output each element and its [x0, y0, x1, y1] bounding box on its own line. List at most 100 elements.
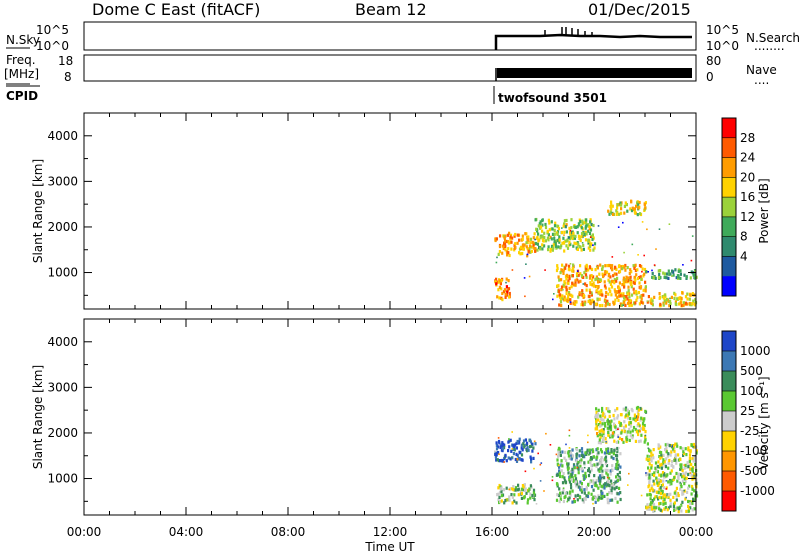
- velocity-cell: [653, 489, 656, 493]
- power-cell: [688, 301, 691, 306]
- power-cell: [556, 264, 559, 268]
- power-cell: [683, 273, 686, 277]
- velocity-cell: [693, 472, 696, 476]
- velocity-cell: [557, 454, 560, 458]
- velocity-cell: [517, 487, 520, 491]
- power-cell: [657, 276, 661, 280]
- velocity-cell: [644, 409, 647, 413]
- velocity-cell: [520, 446, 523, 450]
- power-cell: [578, 236, 581, 240]
- velocity-cell: [693, 489, 696, 493]
- power-cell: [569, 235, 572, 239]
- power-cell: [592, 281, 595, 285]
- velocity-cell: [603, 494, 606, 498]
- power-cell: [602, 274, 605, 279]
- power-cell: [684, 295, 688, 299]
- power-cell: [568, 226, 571, 230]
- power-speckle: [587, 242, 590, 245]
- velocity-cell: [595, 427, 599, 431]
- velocity-cell: [512, 485, 515, 489]
- power-cell: [638, 200, 641, 205]
- velocity-cell: [644, 438, 647, 442]
- date-label: 01/Dec/2015: [588, 0, 691, 19]
- power-cell: [563, 219, 566, 223]
- power-cell: [585, 288, 588, 292]
- power-cell: [589, 302, 592, 306]
- velocity-cell: [660, 455, 663, 459]
- velocity-cell: [607, 433, 610, 437]
- velocity-cell: [496, 458, 499, 462]
- power-cell: [547, 245, 550, 249]
- power-speckle: [655, 248, 657, 250]
- power-cell: [618, 294, 621, 298]
- power-cell: [567, 281, 570, 285]
- velocity-cell: [497, 459, 500, 463]
- power-speckle: [668, 223, 671, 225]
- power-cell: [618, 269, 622, 274]
- power-cell: [626, 301, 630, 305]
- power-cell: [553, 224, 557, 228]
- velocity-cell: [664, 443, 667, 447]
- velocity-cell: [690, 463, 693, 467]
- power-data: [494, 199, 698, 308]
- velocity-cell: [521, 448, 524, 452]
- velocity-cell: [618, 436, 621, 440]
- power-cell: [563, 298, 567, 302]
- velocity-cell: [609, 498, 612, 502]
- velocity-cell: [656, 481, 659, 485]
- velocity-cell: [581, 450, 584, 454]
- power-speckle: [682, 264, 684, 266]
- velocity-cell: [582, 500, 585, 504]
- velocity-cell: [620, 429, 623, 433]
- velocity-cell: [651, 484, 654, 488]
- velocity-cell: [613, 439, 616, 443]
- velocity-cell: [670, 469, 673, 473]
- power-cell: [501, 291, 504, 295]
- power-cell: [508, 253, 511, 258]
- power-cell: [610, 207, 613, 211]
- power-cell: [605, 300, 608, 304]
- power-cell: [557, 290, 561, 294]
- velocity-cell: [616, 450, 619, 454]
- cpid-label: CPID: [6, 89, 38, 103]
- velocity-cell: [679, 467, 682, 471]
- power-cell: [608, 302, 611, 307]
- velocity-cell: [653, 505, 656, 509]
- power-cell: [513, 248, 516, 252]
- power-cell: [528, 244, 532, 248]
- power-speckle: [524, 295, 526, 298]
- velocity-speckle: [551, 476, 554, 478]
- velocity-cell: [580, 488, 583, 492]
- power-speckle: [646, 300, 649, 302]
- velocity-cell: [589, 480, 592, 484]
- power-cell: [578, 223, 581, 227]
- velocity-cell: [614, 408, 617, 413]
- power-cell: [555, 246, 558, 250]
- power-cell: [595, 289, 598, 293]
- velocity-cell: [609, 428, 613, 432]
- power-cell: [635, 290, 638, 294]
- velocity-cell: [616, 478, 620, 483]
- power-cell: [589, 274, 592, 278]
- velocity-cell: [661, 471, 665, 475]
- velocity-cell: [640, 416, 643, 420]
- power-speckle: [651, 269, 653, 272]
- velocity-cell: [615, 440, 618, 444]
- velocity-cell: [653, 482, 656, 486]
- power-cell: [557, 227, 560, 231]
- velocity-cell: [600, 450, 603, 454]
- power-cell: [640, 264, 643, 269]
- velocity-cell: [611, 431, 614, 435]
- velocity-cell: [571, 500, 574, 504]
- velocity-cell: [517, 483, 520, 487]
- power-cell: [663, 272, 666, 276]
- velocity-cell: [526, 441, 529, 445]
- velocity-speckle: [545, 432, 547, 435]
- power-cell: [652, 275, 655, 279]
- velocity-cell: [667, 506, 670, 510]
- x-tick-labels: 00:00 04:00 08:00 12:00 16:00 20:00 00:00: [67, 525, 714, 539]
- power-cell: [593, 246, 596, 250]
- velocity-speckle: [671, 445, 673, 448]
- power-cell: [599, 292, 602, 297]
